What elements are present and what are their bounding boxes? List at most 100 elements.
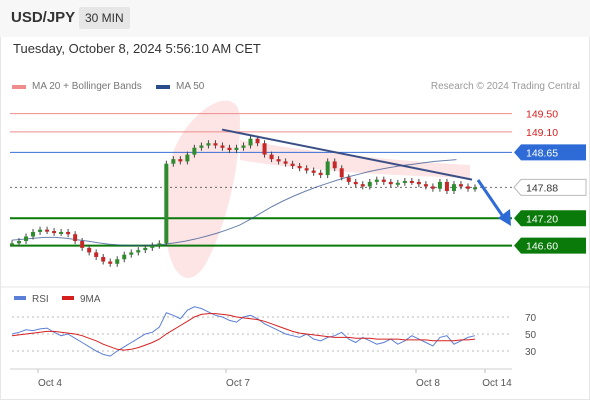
rsi-series-rsi [11, 306, 476, 357]
candle-body [52, 231, 57, 234]
legend-swatch-bands [12, 84, 26, 89]
candle-body [199, 145, 204, 148]
rsi-legend-swatch [14, 296, 26, 300]
level-label: 148.65 [526, 147, 558, 159]
ma50-line [11, 159, 457, 247]
candle-body [395, 182, 400, 185]
candle-body [17, 241, 22, 244]
candle-body [297, 165, 302, 169]
candle-body [101, 256, 106, 262]
candle-body [437, 181, 442, 189]
level-label: 146.60 [526, 241, 558, 253]
candle-body [255, 138, 260, 144]
level-tag [514, 210, 586, 227]
candle-body [157, 243, 162, 246]
legend-ma50: MA 50 [156, 81, 204, 92]
candle-body [206, 143, 211, 146]
candle-body [227, 147, 232, 151]
level-label: 147.88 [526, 182, 558, 194]
candle-body [213, 143, 218, 146]
candle-body [339, 168, 344, 178]
candle-body [185, 154, 190, 162]
candle-body [171, 159, 176, 164]
candle-body [24, 236, 29, 242]
candle-body [122, 254, 127, 260]
forecast-arrow [476, 179, 506, 219]
level-tag [514, 144, 586, 161]
candle-body [269, 154, 274, 160]
level-tag [514, 237, 586, 254]
level-label: 149.50 [526, 109, 558, 121]
candle-body [444, 181, 449, 191]
rsi-tick-label: 30 [525, 347, 537, 358]
candle-body [332, 161, 337, 169]
candle-body [304, 168, 309, 171]
candle-body [178, 159, 183, 162]
candle-body [276, 159, 281, 162]
candle-body [80, 241, 85, 248]
candle-body [325, 161, 330, 176]
candle-body [402, 180, 407, 183]
trendline [221, 128, 473, 181]
candle-body [220, 145, 225, 148]
candle-body [430, 186, 435, 189]
candle-body [353, 181, 358, 185]
candle-body [66, 231, 71, 235]
candle-body [234, 147, 239, 151]
candle-body [59, 231, 64, 234]
candle-body [360, 184, 365, 187]
candle-body [416, 181, 421, 185]
timeframe-badge[interactable]: 30 MIN [79, 7, 130, 29]
rsi-legend-swatch [62, 296, 74, 300]
x-tick-label: Oct 8 [416, 378, 440, 389]
candle-body [94, 252, 99, 257]
level-tag [513, 178, 587, 196]
candle-body [290, 163, 295, 166]
candle-body [311, 170, 316, 173]
rsi-tick-label: 50 [525, 330, 537, 341]
candle-body [423, 184, 428, 187]
timestamp: Tuesday, October 8, 2024 5:56:10 AM CET [13, 41, 261, 56]
candle-body [87, 247, 92, 253]
candle-body [192, 147, 197, 155]
candle-body [388, 181, 393, 185]
candle-body [115, 259, 120, 264]
candle-body [150, 245, 155, 248]
candle-body [45, 229, 50, 232]
candle-body [108, 261, 113, 264]
candle-body [10, 243, 14, 246]
legend-swatch-ma50 [156, 84, 170, 89]
x-tick-label: Oct 14 [482, 378, 512, 389]
rsi-series-9ma [11, 313, 476, 351]
candle-body [73, 234, 78, 242]
symbol-label: USD/JPY [11, 9, 76, 26]
candle-body [164, 163, 169, 244]
rsi-legend-label: RSI [32, 294, 49, 305]
x-tick-label: Oct 7 [226, 378, 250, 389]
candle-body [283, 161, 288, 164]
candle-body [458, 184, 463, 187]
candle-body [241, 145, 246, 148]
candle-body [367, 181, 372, 187]
candle-body [143, 247, 148, 251]
bollinger-band [164, 100, 240, 278]
candle-body [38, 229, 43, 232]
candle-body [248, 138, 253, 146]
rsi-legend-label: 9MA [80, 294, 101, 305]
candle-body [451, 184, 456, 191]
research-credit: Research © 2024 Trading Central [430, 81, 580, 92]
candle-body [346, 177, 351, 182]
candle-body [136, 250, 141, 253]
level-label: 147.20 [526, 213, 558, 225]
candle-body [409, 180, 414, 183]
legend-bollinger: MA 20 + Bollinger Bands [12, 81, 142, 92]
candle-body [129, 252, 134, 255]
candle-body [31, 231, 36, 237]
level-label: 149.10 [526, 127, 558, 139]
candle-body [465, 186, 470, 189]
forecast-arrowhead [498, 209, 511, 226]
legend-label-ma50: MA 50 [176, 81, 205, 92]
candle-body [473, 187, 477, 190]
chart-header: USD/JPY 30 MIN [0, 0, 590, 37]
